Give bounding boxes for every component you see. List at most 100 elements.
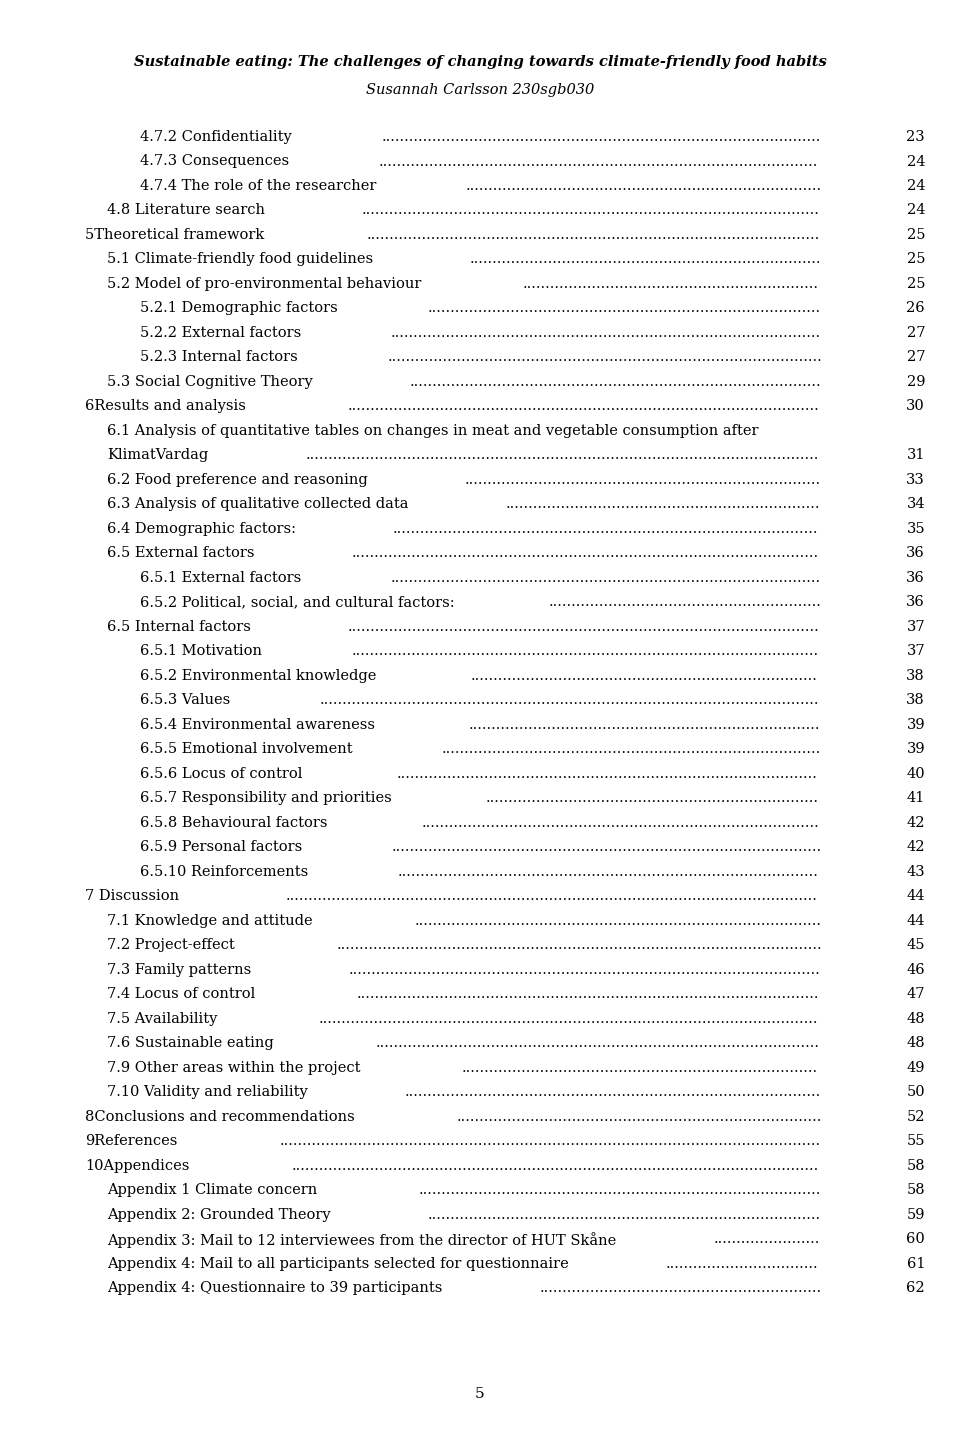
Text: 37: 37	[906, 619, 925, 634]
Text: 5.2 Model of pro-environmental behaviour: 5.2 Model of pro-environmental behaviour	[107, 277, 426, 291]
Text: .............................................................................: ........................................…	[466, 179, 822, 194]
Text: 40: 40	[906, 767, 925, 782]
Text: 6.5.3 Values: 6.5.3 Values	[140, 694, 230, 707]
Text: ................................................................................: ........................................…	[391, 571, 821, 585]
Text: ................................................................................: ........................................…	[320, 694, 819, 707]
Text: ................................................................................: ........................................…	[414, 913, 821, 928]
Text: 7 Discussion: 7 Discussion	[85, 889, 183, 903]
Text: 6.5.1 Motivation: 6.5.1 Motivation	[140, 644, 262, 658]
Text: ................................................................................: ........................................…	[351, 644, 819, 658]
Text: 58: 58	[906, 1159, 925, 1173]
Text: 4.7.3 Consequences: 4.7.3 Consequences	[140, 155, 289, 169]
Text: 25: 25	[906, 277, 925, 291]
Text: 6.1 Analysis of quantitative tables on changes in meat and vegetable consumption: 6.1 Analysis of quantitative tables on c…	[107, 424, 758, 437]
Text: ........................................................................: ........................................…	[486, 792, 819, 806]
Text: 7.1 Knowledge and attitude: 7.1 Knowledge and attitude	[107, 913, 317, 928]
Text: 25: 25	[906, 252, 925, 267]
Text: 7.4 Locus of control: 7.4 Locus of control	[107, 988, 260, 1001]
Text: 6.5.9 Personal factors: 6.5.9 Personal factors	[140, 840, 302, 855]
Text: 55: 55	[906, 1134, 925, 1149]
Text: 25: 25	[906, 228, 925, 242]
Text: 5Theoretical framework: 5Theoretical framework	[85, 228, 264, 242]
Text: 6.5.1 External factors: 6.5.1 External factors	[140, 571, 301, 585]
Text: ................................................................................: ........................................…	[381, 130, 821, 143]
Text: 29: 29	[906, 376, 925, 389]
Text: 7.9 Other areas within the project: 7.9 Other areas within the project	[107, 1061, 365, 1076]
Text: 24: 24	[906, 204, 925, 218]
Text: 24: 24	[906, 155, 925, 169]
Text: 6.5 Internal factors: 6.5 Internal factors	[107, 619, 251, 634]
Text: 37: 37	[906, 644, 925, 658]
Text: 45: 45	[906, 938, 925, 952]
Text: 48: 48	[906, 1037, 925, 1051]
Text: ................................................................................: ........................................…	[387, 350, 822, 364]
Text: 6.5.4 Environmental awareness: 6.5.4 Environmental awareness	[140, 718, 379, 731]
Text: 8Conclusions and recommendations: 8Conclusions and recommendations	[85, 1110, 355, 1124]
Text: .......................: .......................	[713, 1232, 820, 1246]
Text: 26: 26	[906, 301, 925, 315]
Text: 47: 47	[906, 988, 925, 1001]
Text: ................................................................................: ........................................…	[393, 522, 819, 536]
Text: ................................................................................: ........................................…	[443, 743, 822, 757]
Text: ................................................................................: ........................................…	[397, 865, 819, 879]
Text: 50: 50	[906, 1086, 925, 1100]
Text: 6.5.5 Emotional involvement: 6.5.5 Emotional involvement	[140, 743, 352, 757]
Text: 58: 58	[906, 1183, 925, 1197]
Text: 9References: 9References	[85, 1134, 178, 1149]
Text: 46: 46	[906, 964, 925, 977]
Text: ................................................................................: ........................................…	[305, 449, 819, 463]
Text: 59: 59	[906, 1207, 925, 1222]
Text: 48: 48	[906, 1012, 925, 1025]
Text: KlimatVardag: KlimatVardag	[107, 449, 208, 463]
Text: 5.2.2 External factors: 5.2.2 External factors	[140, 326, 301, 340]
Text: ................................................................................: ........................................…	[427, 301, 821, 315]
Text: 41: 41	[906, 792, 925, 806]
Text: 6.5.2 Political, social, and cultural factors:: 6.5.2 Political, social, and cultural fa…	[140, 595, 459, 609]
Text: ................................................................................: ........................................…	[357, 988, 819, 1001]
Text: 4.7.2 Confidentiality: 4.7.2 Confidentiality	[140, 130, 292, 143]
Text: 6.5.6 Locus of control: 6.5.6 Locus of control	[140, 767, 307, 782]
Text: .............................................................................: ........................................…	[462, 1061, 818, 1076]
Text: 5.1 Climate-friendly food guidelines: 5.1 Climate-friendly food guidelines	[107, 252, 373, 267]
Text: 6.5.2 Environmental knowledge: 6.5.2 Environmental knowledge	[140, 670, 381, 683]
Text: 31: 31	[906, 449, 925, 463]
Text: ................................................................................: ........................................…	[348, 619, 820, 634]
Text: 6Results and analysis: 6Results and analysis	[85, 400, 246, 413]
Text: 6.2 Food preference and reasoning: 6.2 Food preference and reasoning	[107, 473, 368, 488]
Text: 6.4 Demographic factors:: 6.4 Demographic factors:	[107, 522, 296, 536]
Text: 7.10 Validity and reliability: 7.10 Validity and reliability	[107, 1086, 308, 1100]
Text: Susannah Carlsson 230sgb030: Susannah Carlsson 230sgb030	[366, 83, 594, 98]
Text: 60: 60	[906, 1232, 925, 1246]
Text: 23: 23	[906, 130, 925, 143]
Text: 44: 44	[906, 913, 925, 928]
Text: ................................................................................: ........................................…	[391, 326, 821, 340]
Text: ................................................................................: ........................................…	[427, 1207, 821, 1222]
Text: ................................................................................: ........................................…	[375, 1037, 819, 1051]
Text: 5.3 Social Cognitive Theory: 5.3 Social Cognitive Theory	[107, 376, 313, 389]
Text: Appendix 4: Mail to all participants selected for questionnaire: Appendix 4: Mail to all participants sel…	[107, 1258, 568, 1271]
Text: 34: 34	[906, 498, 925, 512]
Text: ...............................................................................: ........................................…	[457, 1110, 822, 1124]
Text: 27: 27	[906, 326, 925, 340]
Text: ................................................................................: ........................................…	[421, 816, 820, 830]
Text: ...........................................................: ........................................…	[549, 595, 822, 609]
Text: 30: 30	[906, 400, 925, 413]
Text: 6.5.7 Responsibility and priorities: 6.5.7 Responsibility and priorities	[140, 792, 396, 806]
Text: 38: 38	[906, 694, 925, 707]
Text: Appendix 4: Questionnaire to 39 participants: Appendix 4: Questionnaire to 39 particip…	[107, 1282, 443, 1295]
Text: .............................................................................: ........................................…	[465, 473, 821, 488]
Text: 6.5.8 Behavioural factors: 6.5.8 Behavioural factors	[140, 816, 332, 830]
Text: 61: 61	[906, 1258, 925, 1271]
Text: 5: 5	[475, 1388, 485, 1401]
Text: 44: 44	[906, 889, 925, 903]
Text: ................................................................: ........................................…	[523, 277, 819, 291]
Text: ................................................................................: ........................................…	[362, 204, 820, 218]
Text: ................................................................................: ........................................…	[319, 1012, 819, 1025]
Text: 36: 36	[906, 595, 925, 609]
Text: 42: 42	[906, 816, 925, 830]
Text: ............................................................................: ........................................…	[469, 718, 821, 731]
Text: Appendix 1 Climate concern: Appendix 1 Climate concern	[107, 1183, 322, 1197]
Text: Appendix 2: Grounded Theory: Appendix 2: Grounded Theory	[107, 1207, 330, 1222]
Text: 27: 27	[906, 350, 925, 364]
Text: 10Appendices: 10Appendices	[85, 1159, 189, 1173]
